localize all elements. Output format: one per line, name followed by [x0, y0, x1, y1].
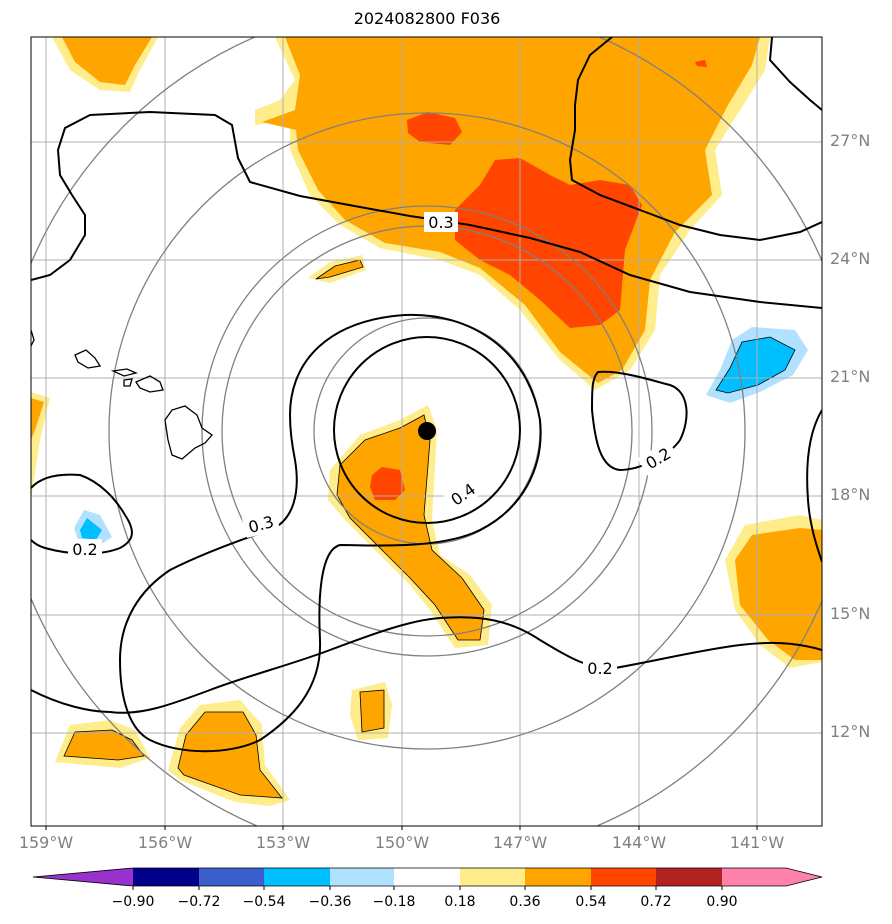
lon-label: 153°W: [255, 833, 311, 852]
colorbar-tick-label: 0.90: [706, 894, 738, 910]
contour-label-boxes: [68, 212, 679, 678]
lat-label: 24°N: [830, 249, 871, 268]
map-frame: [30, 36, 823, 827]
contour-lines: [31, 37, 822, 753]
colorbar-tick-label: −0.90: [111, 894, 155, 910]
colorbar-tick-label: −0.72: [177, 894, 221, 910]
lat-label: 12°N: [830, 722, 871, 741]
map-area: 0.3 0.2 0.3 0.4 0.2 0.2: [31, 37, 822, 826]
lat-label: 21°N: [830, 367, 871, 386]
contour-label: 0.3: [428, 213, 453, 232]
lon-label: 156°W: [137, 833, 193, 852]
lon-label: 150°W: [374, 833, 430, 852]
colorbar-tick-label: 0.36: [509, 894, 541, 910]
shading-negative: [74, 327, 808, 545]
graticule: [31, 37, 822, 826]
hawaii-coastline: [31, 329, 213, 460]
colorbar-tick-label: −0.54: [242, 894, 286, 910]
contour-label: 0.3: [246, 512, 276, 537]
colorbar: [32, 867, 823, 890]
shading-outlines: [63, 259, 796, 799]
lat-label: 27°N: [830, 131, 871, 150]
storm-center-marker: [418, 422, 436, 440]
lon-label: 159°W: [18, 833, 74, 852]
lon-label: 144°W: [611, 833, 667, 852]
lat-label: 15°N: [830, 604, 871, 623]
colorbar-tick-label: 0.54: [575, 894, 607, 910]
contour-label: 0.2: [72, 540, 97, 559]
colorbar-tick-label: 0.72: [640, 894, 672, 910]
axis-ticks: [45, 826, 758, 830]
colorbar-tick-label: −0.18: [372, 894, 416, 910]
map-title: 2024082800 F036: [353, 9, 501, 28]
lon-label: 141°W: [729, 833, 785, 852]
colorbar-tick-label: −0.36: [308, 894, 352, 910]
lon-label: 147°W: [492, 833, 548, 852]
lat-label: 18°N: [830, 485, 871, 504]
contour-label: 0.2: [587, 659, 612, 678]
colorbar-tick-label: 0.18: [444, 894, 476, 910]
